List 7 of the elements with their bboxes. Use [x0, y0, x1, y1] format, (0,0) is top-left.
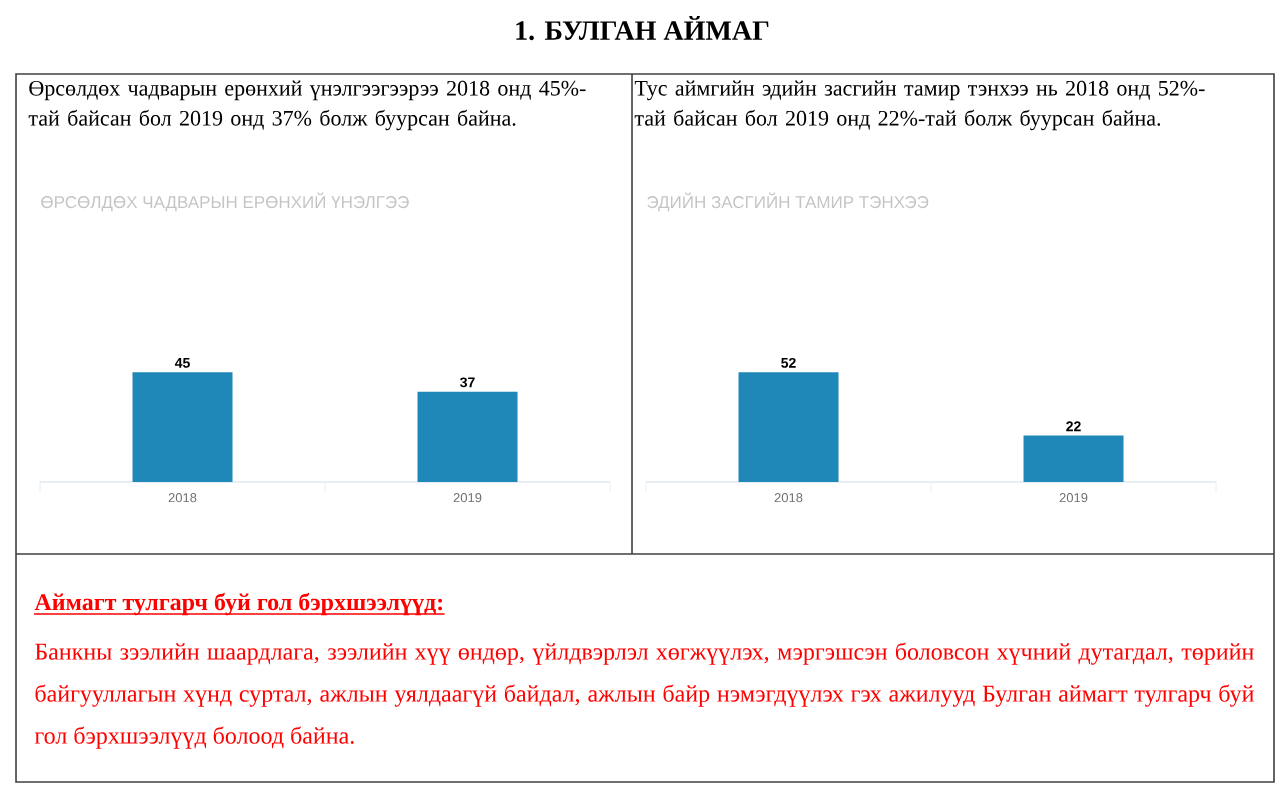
- text: 1. БУЛГАН АЙМАГ: [516, 15, 769, 41]
- text: Аймагт тулгарч буй гол бэрхшээлүүд:: [34, 592, 443, 616]
- chart-title: ЭДИЙН ЗАСГИЙН ТАМИР ТЭНХЭЭ: [647, 192, 929, 212]
- chart-title: ӨРСӨЛДӨХ ЧАДВАРЫН ЕРӨНХИЙ ҮНЭЛГЭЭ: [41, 192, 409, 212]
- text: Өрсөлдөх чадварын ерөнхий үнэлгээгээрээ 2018 онд 45%-тай байсан бол 2019 онд 37% болж буурсан байна.: [28, 80, 586, 131]
- text: Тус аймгийн эдийн засгийн тамир тэнхээ нь 2018 онд 52%-тай байсан бол 2019 онд 22%-тай болж буурсан байна.: [634, 80, 1205, 131]
- text: Банкны зээлийн шаардлага, зээлийн хүү өндөр, үйлдвэрлэл хөгжүүлэх, мэргэшсэн боловсон хүчний дутагдал, төрийн байгууллагын хүнд суртал, ажлын уялдаагүй байдал, ажлын байр нэмэгдүүлэх гэх ажилууд Булган аймагт тулгарч буй гол бэрхшээлүүд болоод байна.: [34, 642, 1254, 749]
